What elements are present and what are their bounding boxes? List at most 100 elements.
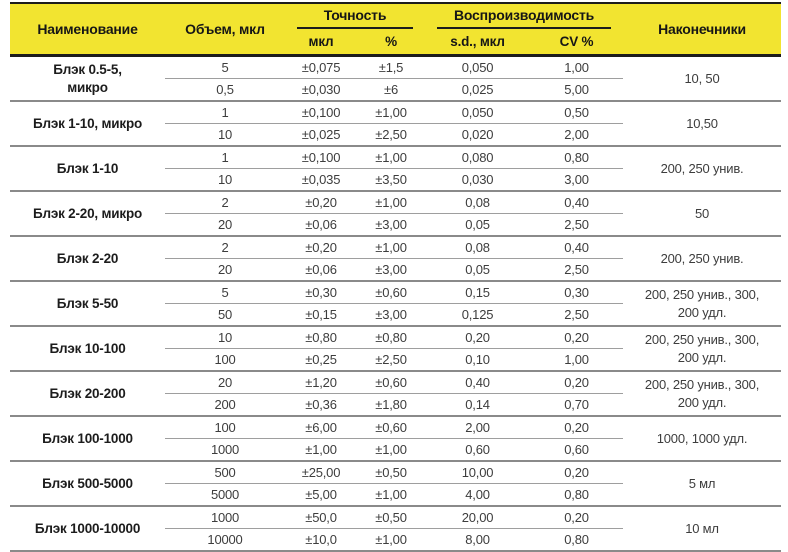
sd-cell: 10,00 bbox=[425, 460, 531, 484]
acc-pct-cell: ±3,00 bbox=[375, 307, 407, 322]
acc-ul-cell: ±0,36 bbox=[305, 397, 337, 412]
sd-cell: 0,08 bbox=[425, 190, 531, 214]
product-name-cell: Блэк 5-50 bbox=[10, 280, 165, 326]
acc-pct-cell: ±0,60 bbox=[357, 280, 426, 304]
acc-pct-cell: ±1,00 bbox=[375, 487, 407, 502]
sd-cell: 0,40 bbox=[425, 370, 531, 394]
acc-pct-cell: ±3,00 bbox=[375, 262, 407, 277]
acc-ul-cell: ±0,025 bbox=[301, 127, 341, 142]
tips-cell: 200, 250 унив. bbox=[623, 145, 782, 191]
product-row: 20 ±0,06 ±3,00 0,05 2,50 bbox=[10, 259, 781, 282]
tips-cell: 200, 250 унив., 300, 200 удл. bbox=[623, 280, 782, 326]
volume-cell: 20 bbox=[217, 262, 233, 277]
product-row: Блэк 2-20, микро 2 ±0,20 ±1,00 0,08 0,40 50 bbox=[10, 190, 782, 236]
product-name-cell: Блэк 10-100 bbox=[10, 325, 165, 371]
cv-cell: 2,50 bbox=[564, 262, 589, 277]
acc-ul-cell: ±0,06 bbox=[305, 262, 337, 277]
product-row: Блэк 0.5-5, микро 5 ±0,075 ±1,5 0,050 1,00 10,… bbox=[10, 54, 782, 101]
volume-cell: 10 bbox=[165, 325, 285, 349]
acc-pct-cell: ±1,00 bbox=[357, 145, 426, 169]
cv-cell: 0,80 bbox=[564, 532, 589, 547]
cv-cell: 0,20 bbox=[530, 370, 624, 394]
sd-cell: 4,00 bbox=[465, 487, 490, 502]
volume-cell: 100 bbox=[165, 415, 285, 439]
product-row: 20 ±0,06 ±3,00 0,05 2,50 bbox=[10, 214, 781, 237]
volume-cell: 50 bbox=[217, 307, 233, 322]
volume-cell: 1 bbox=[165, 145, 285, 169]
sd-cell: 0,050 bbox=[425, 100, 531, 124]
product-row: Блэк 20-200 20 ±1,20 ±0,60 0,40 0,20 200, 250 … bbox=[10, 370, 782, 416]
volume-cell: 20 bbox=[217, 217, 233, 232]
cv-cell: 0,30 bbox=[530, 280, 624, 304]
cv-cell: 2,50 bbox=[564, 307, 589, 322]
sd-cell: 0,05 bbox=[465, 262, 490, 277]
acc-pct-cell: ±6 bbox=[384, 82, 398, 97]
table-header: Наименование Объем, мкл Точность Воспрои… bbox=[10, 2, 782, 57]
sd-cell: 0,030 bbox=[461, 172, 494, 187]
header-row-top: Наименование Объем, мкл Точность Воспрои… bbox=[10, 2, 782, 57]
tips-cell: 50 bbox=[623, 190, 782, 236]
product-row: Блэк 100-1000 100 ±6,00 ±0,60 2,00 0,20 1000, … bbox=[10, 415, 782, 461]
product-name-cell: Блэк 500-5000 bbox=[10, 460, 165, 506]
acc-pct-cell: ±3,50 bbox=[375, 172, 407, 187]
cv-cell: 5,00 bbox=[564, 82, 589, 97]
pipette-spec-table: Наименование Объем, мкл Точность Воспрои… bbox=[10, 2, 782, 552]
cv-cell: 0,50 bbox=[530, 100, 624, 124]
acc-pct-cell: ±0,60 bbox=[357, 370, 426, 394]
tips-cell: 200, 250 унив., 300, 200 удл. bbox=[623, 370, 782, 416]
product-row: Блэк 10-100 10 ±0,80 ±0,80 0,20 0,20 200, 250 … bbox=[10, 325, 782, 371]
product-name-cell: Блэк 20-200 bbox=[10, 370, 165, 416]
cv-cell: 0,40 bbox=[530, 190, 624, 214]
acc-pct-cell: ±0,50 bbox=[357, 505, 426, 529]
sd-cell: 20,00 bbox=[425, 505, 531, 529]
acc-ul-cell: ±0,075 bbox=[285, 54, 357, 79]
header-sd: s.d., мкл bbox=[425, 29, 531, 57]
cv-cell: 1,00 bbox=[530, 54, 624, 79]
product-row: 10 ±0,025 ±2,50 0,020 2,00 bbox=[10, 124, 781, 147]
cv-cell: 2,00 bbox=[564, 127, 589, 142]
sd-cell: 0,60 bbox=[465, 442, 490, 457]
acc-ul-cell: ±6,00 bbox=[285, 415, 357, 439]
acc-ul-cell: ±50,0 bbox=[285, 505, 357, 529]
product-row: Блэк 500-5000 500 ±25,00 ±0,50 10,00 0,20 5 мл bbox=[10, 460, 782, 506]
acc-pct-cell: ±0,60 bbox=[357, 415, 426, 439]
product-row: Блэк 1-10, микро 1 ±0,100 ±1,00 0,050 0,50 10,… bbox=[10, 100, 782, 146]
acc-ul-cell: ±0,030 bbox=[301, 82, 341, 97]
sd-cell: 0,025 bbox=[461, 82, 494, 97]
acc-ul-cell: ±0,035 bbox=[301, 172, 341, 187]
product-row: 1000 ±1,00 ±1,00 0,60 0,60 bbox=[10, 439, 781, 462]
cv-cell: 0,20 bbox=[530, 460, 624, 484]
product-row: Блэк 1-10 1 ±0,100 ±1,00 0,080 0,80 200, 250 у… bbox=[10, 145, 782, 191]
header-accuracy-ul: мкл bbox=[285, 29, 357, 57]
cv-cell: 2,50 bbox=[564, 217, 589, 232]
header-accuracy-group: Точность bbox=[285, 2, 426, 29]
acc-pct-cell: ±1,00 bbox=[357, 190, 426, 214]
product-name-cell: Блэк 1-10, микро bbox=[10, 100, 165, 146]
acc-ul-cell: ±0,20 bbox=[285, 190, 357, 214]
tips-cell: 10 мл bbox=[623, 505, 782, 551]
header-accuracy-pct: % bbox=[357, 29, 426, 57]
tips-cell: 200, 250 унив., 300, 200 удл. bbox=[623, 325, 782, 371]
sd-cell: 2,00 bbox=[425, 415, 531, 439]
cv-cell: 0,70 bbox=[564, 397, 589, 412]
acc-pct-cell: ±2,50 bbox=[375, 352, 407, 367]
sd-cell: 0,020 bbox=[461, 127, 494, 142]
acc-ul-cell: ±0,06 bbox=[305, 217, 337, 232]
acc-ul-cell: ±5,00 bbox=[305, 487, 337, 502]
product-name-cell: Блэк 1-10 bbox=[10, 145, 165, 191]
acc-pct-cell: ±1,00 bbox=[375, 442, 407, 457]
tips-cell: 10,50 bbox=[623, 100, 782, 146]
header-tips: Наконечники bbox=[623, 2, 782, 57]
product-name-cell: Блэк 0.5-5, микро bbox=[10, 54, 165, 101]
volume-cell: 1 bbox=[165, 100, 285, 124]
acc-ul-cell: ±25,00 bbox=[285, 460, 357, 484]
tips-cell: 200, 250 унив. bbox=[623, 235, 782, 281]
volume-cell: 200 bbox=[214, 397, 236, 412]
volume-cell: 5 bbox=[165, 280, 285, 304]
sd-cell: 0,15 bbox=[425, 280, 531, 304]
tips-cell: 10, 50 bbox=[623, 54, 782, 101]
sd-cell: 0,125 bbox=[461, 307, 494, 322]
cv-cell: 0,80 bbox=[530, 145, 624, 169]
header-accuracy-label: Точность bbox=[297, 7, 414, 29]
acc-pct-cell: ±1,00 bbox=[375, 532, 407, 547]
